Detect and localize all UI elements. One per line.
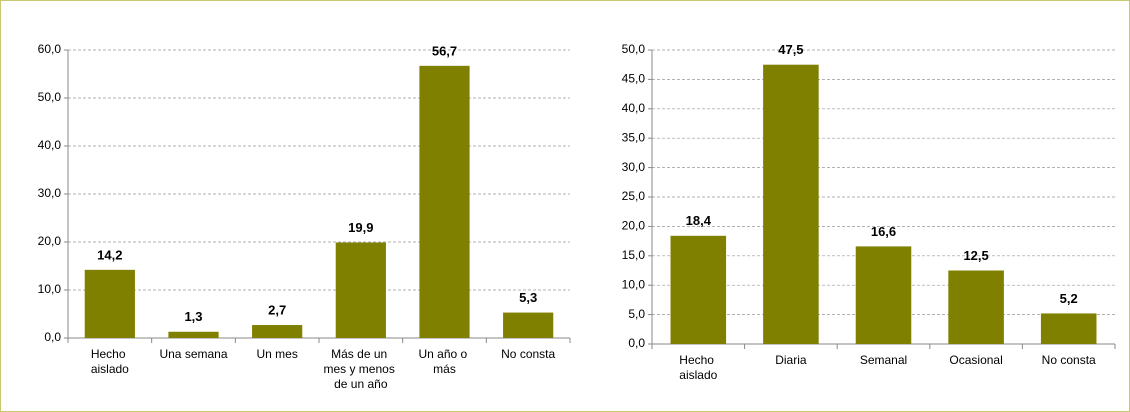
x-tick-label: No consta [1042, 353, 1096, 367]
value-label: 19,9 [348, 220, 373, 235]
bar [252, 325, 303, 338]
y-tick-label: 20,0 [38, 234, 62, 248]
y-tick-label: 10,0 [622, 277, 646, 291]
value-label: 47,5 [778, 42, 803, 57]
x-tick-label: Una semana [159, 347, 227, 361]
x-tick-label: Diaria [775, 353, 807, 367]
y-tick-label: 45,0 [622, 72, 646, 86]
bar [168, 331, 219, 338]
x-tick-label: Semanal [860, 353, 907, 367]
y-tick-label: 0,0 [44, 330, 61, 344]
y-tick-label: 25,0 [622, 189, 646, 203]
y-tick-label: 40,0 [622, 101, 646, 115]
value-label: 18,4 [686, 213, 712, 228]
y-tick-label: 5,0 [628, 307, 645, 321]
bar [948, 270, 1004, 344]
y-tick-label: 20,0 [622, 219, 646, 233]
value-label: 12,5 [963, 248, 988, 263]
y-tick-label: 0,0 [628, 336, 645, 350]
value-label: 56,7 [432, 43, 457, 58]
y-tick-label: 30,0 [622, 160, 646, 174]
y-tick-label: 50,0 [38, 90, 62, 104]
y-tick-label: 35,0 [622, 130, 646, 144]
bar [419, 65, 470, 338]
bar [335, 242, 386, 338]
x-tick-label: Un año o más [418, 347, 470, 376]
x-tick-label: Hecho aislado [679, 353, 717, 382]
y-tick-label: 10,0 [38, 282, 62, 296]
value-label: 2,7 [268, 302, 286, 317]
x-tick-label: Ocasional [949, 353, 1002, 367]
y-tick-label: 50,0 [622, 42, 646, 56]
y-tick-label: 60,0 [38, 42, 62, 56]
value-label: 5,3 [519, 290, 537, 305]
x-tick-label: No consta [501, 347, 555, 361]
y-tick-label: 40,0 [38, 138, 62, 152]
value-label: 14,2 [97, 247, 122, 262]
bar [855, 246, 912, 344]
value-label: 16,6 [871, 224, 896, 239]
y-tick-label: 30,0 [38, 186, 62, 200]
bar [1040, 313, 1097, 344]
y-tick-label: 15,0 [622, 248, 646, 262]
bar [503, 312, 554, 338]
bar [670, 235, 727, 344]
value-label: 5,2 [1060, 291, 1078, 306]
bar [763, 64, 819, 344]
bar [84, 269, 135, 338]
value-label: 1,3 [184, 309, 202, 324]
x-tick-label: Más de un mes y menos de un año [323, 347, 398, 391]
x-tick-label: Hecho aislado [91, 347, 129, 376]
x-tick-label: Un mes [256, 347, 297, 361]
